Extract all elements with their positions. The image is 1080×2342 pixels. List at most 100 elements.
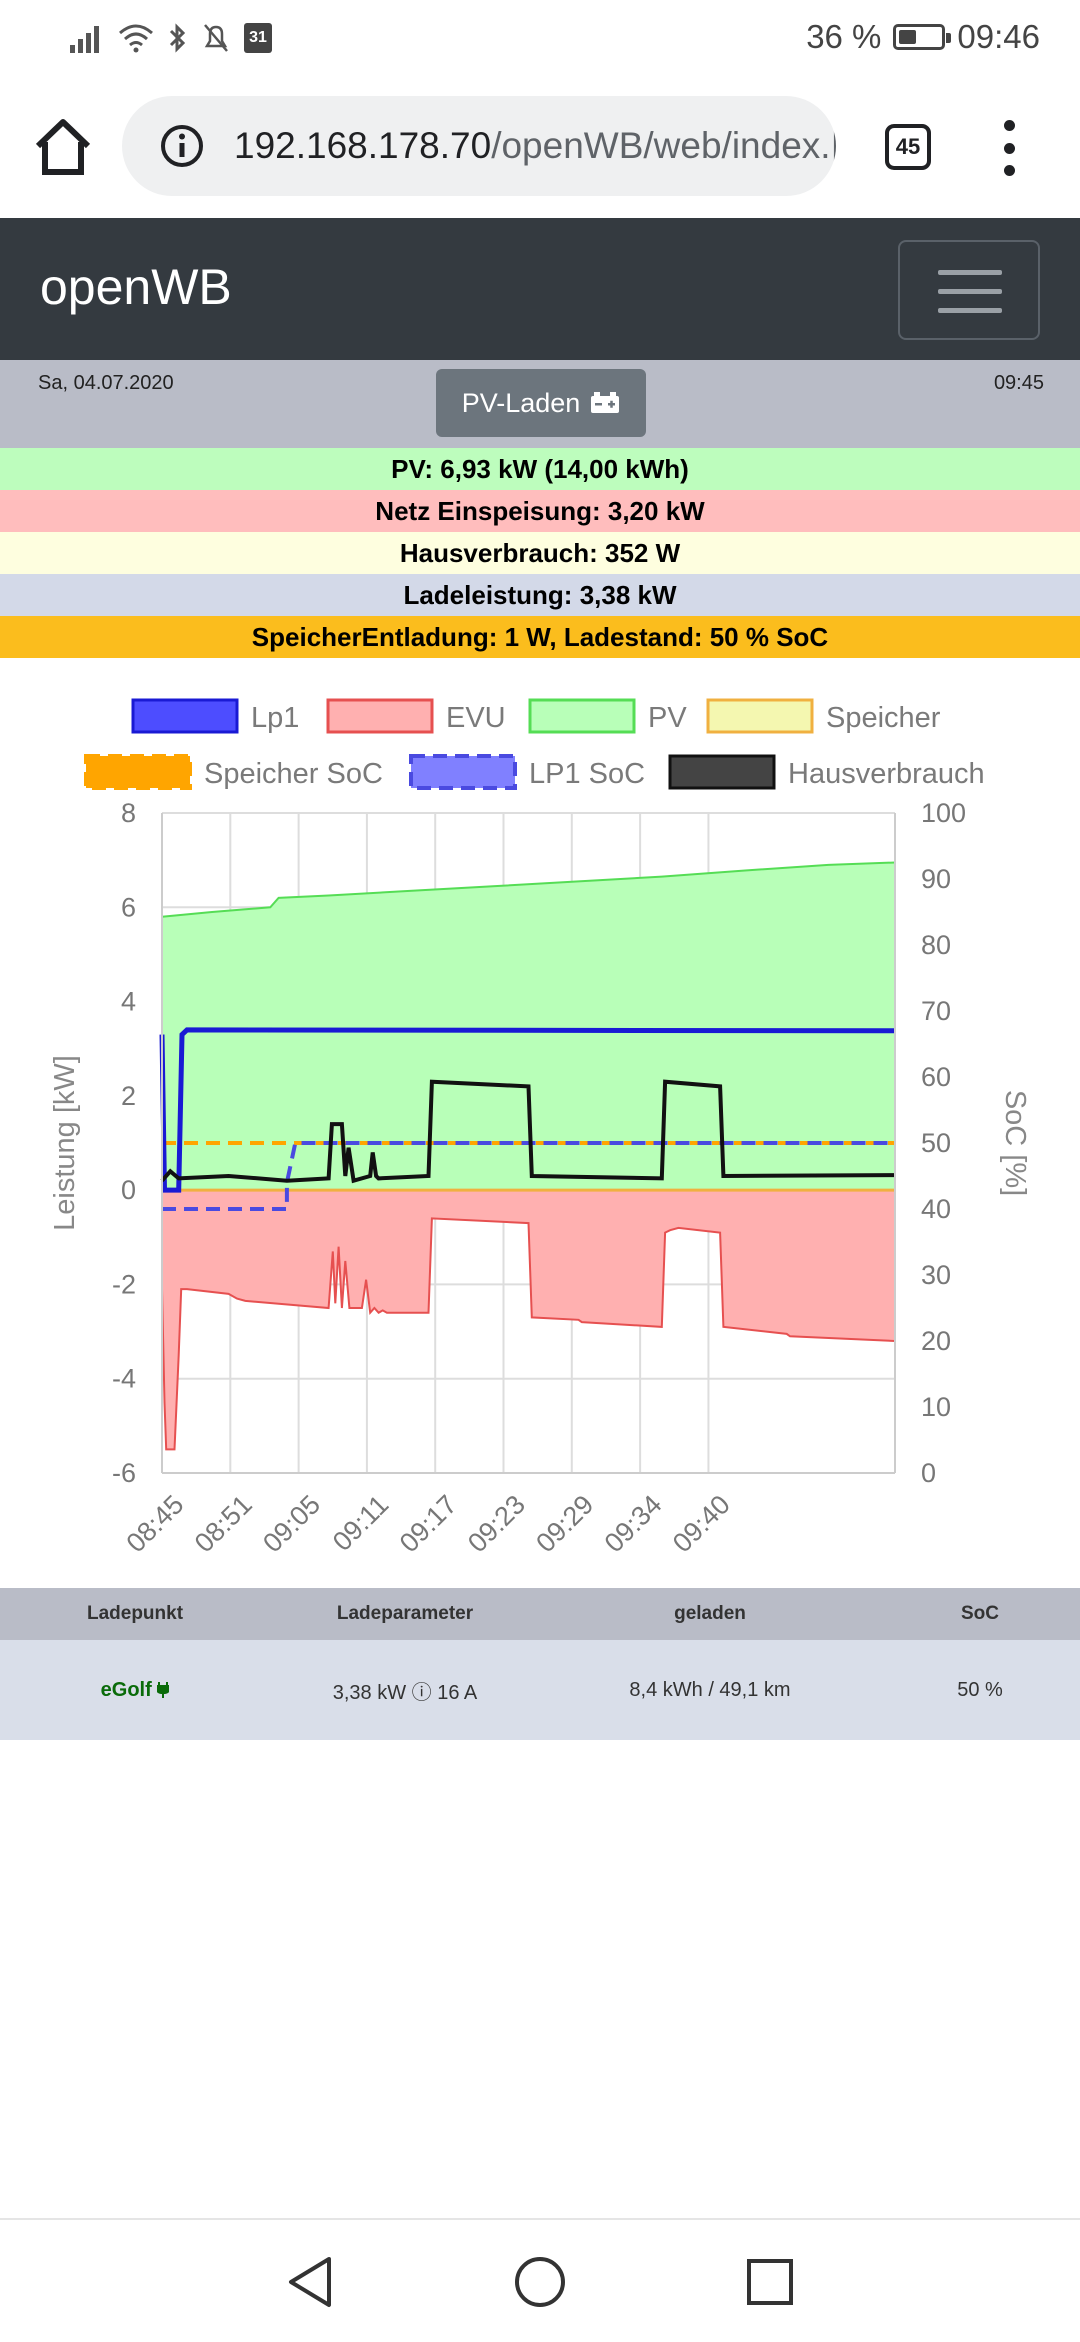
hausverbrauch-line	[160, 1079, 896, 1184]
x-tick: 09:23	[462, 1489, 531, 1558]
header-soc: SoC	[961, 1603, 999, 1624]
chargepoint-table: Ladepunkt Ladeparameter geladen SoC eGol…	[0, 1588, 1080, 1740]
y-tick-right: 100	[921, 798, 966, 828]
x-tick: 09:17	[394, 1489, 463, 1558]
legend-label: PV	[648, 702, 687, 734]
legend-label: Speicher SoC	[204, 758, 383, 790]
legend-label: Hausverbrauch	[788, 758, 985, 790]
y-tick-left: 6	[121, 892, 136, 922]
power-chart[interactable]: Lp1 EVU PV Speicher Speicher SoC LP1 SoC Hausv…	[0, 670, 1080, 1580]
legend-label: LP1 SoC	[529, 758, 645, 790]
info-row: Sa, 04.07.2020 PV-Laden 09:45	[0, 360, 1080, 448]
y-tick-left: -4	[112, 1364, 136, 1394]
y-tick-right: 30	[921, 1260, 951, 1290]
house-consumption-status: Hausverbrauch: 352 W	[0, 532, 1080, 574]
url-path: /openWB/web/index.|	[491, 125, 836, 166]
y-tick-left: 2	[121, 1081, 136, 1111]
legend-swatch	[84, 754, 192, 790]
charging-power-status: Ladeleistung: 3,38 kW	[0, 574, 1080, 616]
battery-car-icon	[591, 392, 620, 413]
clock: 09:46	[957, 18, 1040, 55]
y-tick-right: 50	[921, 1128, 951, 1158]
y-tick-left: -6	[112, 1458, 136, 1488]
info-icon[interactable]	[160, 124, 204, 168]
table-header: Ladepunkt Ladeparameter geladen SoC	[0, 1588, 1080, 1640]
legend-swatch	[409, 754, 517, 790]
y-tick-left: 0	[121, 1175, 136, 1205]
calendar-icon: 31	[244, 23, 272, 53]
x-tick: 08:51	[189, 1489, 258, 1558]
chargepoint-name[interactable]: eGolf	[0, 1679, 270, 1702]
x-tick: 09:29	[530, 1489, 599, 1558]
chart-plot	[159, 861, 896, 1451]
time-label: 09:45	[993, 372, 1044, 394]
charge-mode-label: PV-Laden	[461, 387, 581, 418]
legend-swatch	[326, 698, 434, 734]
header-ladeparameter: Ladeparameter	[336, 1603, 474, 1624]
header-ladepunkt: Ladepunkt	[86, 1603, 184, 1624]
plug-icon	[156, 1681, 171, 1698]
legend-label: Speicher	[826, 702, 941, 734]
brand-logo[interactable]: openWB	[40, 259, 232, 315]
battery-percent: 36 %	[806, 18, 882, 55]
status-icons: 31	[70, 18, 272, 58]
legend-label: EVU	[446, 702, 506, 734]
x-tick: 09:34	[599, 1489, 668, 1558]
status-bar: 31 36 % 09:46	[0, 0, 1080, 76]
header-geladen: geladen	[674, 1603, 746, 1624]
y-tick-right: 40	[921, 1194, 951, 1224]
url-host: 192.168.178.70	[234, 125, 492, 166]
wifi-icon	[119, 24, 153, 53]
system-nav-bar	[0, 2218, 1080, 2342]
legend-swatch	[706, 698, 814, 734]
x-tick: 09:40	[667, 1489, 736, 1558]
bluetooth-icon	[169, 23, 186, 53]
y-tick-right: 60	[921, 1062, 951, 1092]
y-tick-right: 70	[921, 996, 951, 1026]
date-label: Sa, 04.07.2020	[38, 372, 174, 394]
y-tick-left: -2	[112, 1269, 136, 1299]
y-tick-left: 4	[121, 987, 136, 1017]
y-tick-left: 8	[121, 798, 136, 828]
legend-label: Lp1	[251, 702, 299, 734]
pv-line	[161, 861, 896, 918]
status-right: 36 % 09:46	[806, 14, 1040, 60]
table-row[interactable]: eGolf 3,38 kW ⓘ 16 A 8,4 kWh / 49,1 km 5…	[0, 1640, 1080, 1740]
home-circle-icon[interactable]	[513, 2255, 567, 2309]
legend-swatch	[528, 698, 636, 734]
battery-icon	[893, 24, 952, 50]
recents-icon[interactable]	[745, 2257, 795, 2307]
x-tick: 09:11	[327, 1489, 395, 1557]
y-tick-right: 20	[921, 1326, 951, 1356]
pv-status: PV: 6,93 kW (14,00 kWh)	[0, 448, 1080, 490]
charge-parameters: 3,38 kW ⓘ 16 A	[332, 1681, 478, 1704]
chart-legend: Lp1 EVU PV Speicher Speicher SoC LP1 SoC Hausv…	[84, 698, 985, 790]
app-navbar: openWB	[0, 218, 1080, 360]
home-icon[interactable]	[30, 114, 96, 180]
pv-area	[162, 862, 895, 1191]
tab-switcher-button[interactable]: 45	[885, 124, 931, 170]
back-icon[interactable]	[285, 2255, 335, 2309]
power-chart-svg: Lp1 EVU PV Speicher Speicher SoC LP1 SoC Hausv…	[49, 698, 1031, 1558]
x-tick: 08:45	[121, 1489, 190, 1558]
y-tick-right: 0	[921, 1458, 936, 1488]
bell-muted-icon	[204, 24, 228, 52]
more-menu-icon[interactable]	[994, 120, 1024, 176]
y-axis-title-right: SoC [%]	[999, 1090, 1031, 1196]
charge-mode-button[interactable]: PV-Laden	[436, 369, 646, 437]
hamburger-menu-button[interactable]	[898, 240, 1040, 340]
y-tick-right: 80	[921, 930, 951, 960]
storage-status: SpeicherEntladung: 1 W, Ladestand: 50 % …	[0, 616, 1080, 658]
y-tick-right: 10	[921, 1392, 951, 1422]
browser-toolbar: 192.168.178.70/openWB/web/index.| 45	[0, 76, 1080, 218]
y-tick-right: 90	[921, 864, 951, 894]
soc-value: 50 %	[957, 1678, 1003, 1701]
chargepoint-name-text: eGolf	[100, 1678, 152, 1701]
y-axis-title-left: Leistung [kW]	[49, 1055, 81, 1231]
url-text[interactable]: 192.168.178.70/openWB/web/index.|	[234, 125, 836, 167]
evu-line	[161, 1217, 896, 1451]
cell-signal-icon	[70, 26, 99, 53]
address-bar[interactable]: 192.168.178.70/openWB/web/index.|	[122, 96, 836, 196]
x-tick: 09:05	[257, 1489, 326, 1558]
grid-status: Netz Einspeisung: 3,20 kW	[0, 490, 1080, 532]
